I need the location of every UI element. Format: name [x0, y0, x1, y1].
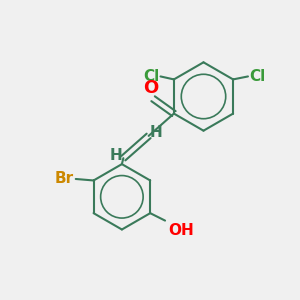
Text: H: H: [150, 125, 162, 140]
Text: Cl: Cl: [249, 69, 266, 84]
Text: O: O: [143, 79, 158, 97]
Text: Cl: Cl: [143, 69, 159, 84]
Text: Br: Br: [54, 172, 74, 187]
Text: H: H: [110, 148, 122, 163]
Text: OH: OH: [168, 223, 194, 238]
